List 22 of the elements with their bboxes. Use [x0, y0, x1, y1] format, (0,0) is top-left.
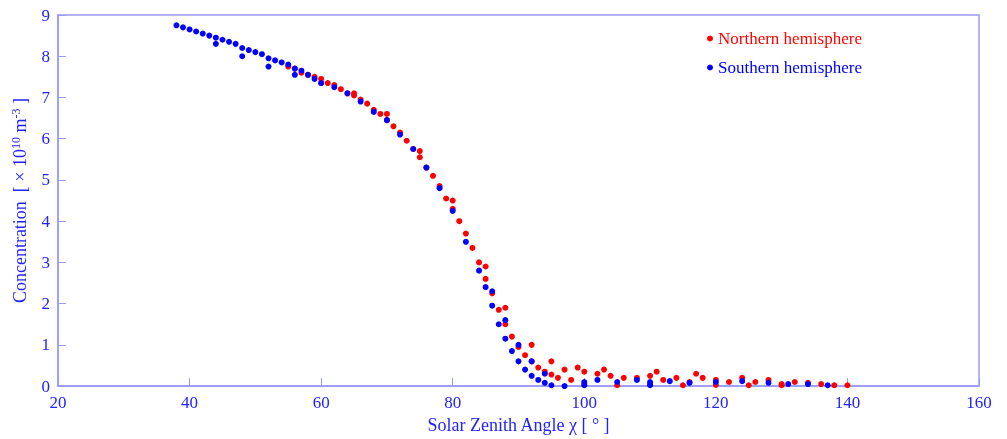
x-tick-label: 20 — [49, 393, 67, 413]
x-tick-label: 160 — [966, 393, 992, 413]
x-tick-label: 80 — [444, 393, 462, 413]
legend-label: Southern hemisphere — [718, 58, 863, 77]
y-tick-label: 9 — [41, 5, 50, 25]
x-tick-label: 100 — [571, 393, 598, 413]
y-tick-label: 8 — [41, 46, 50, 66]
y-tick-label: 0 — [41, 376, 50, 396]
y-tick-label: 1 — [41, 335, 50, 355]
y-axis-title: Concentration [ × 1010 m-3 ] — [9, 97, 30, 304]
y-tick-label: 6 — [41, 129, 50, 149]
y-tick-label: 2 — [41, 294, 50, 314]
x-tick-label: 40 — [181, 393, 199, 413]
y-tick-label: 4 — [41, 211, 51, 231]
y-tick-label: 7 — [41, 87, 51, 107]
x-axis-title: Solar Zenith Angle χ [ ° ] — [427, 415, 610, 435]
y-tick-label: 5 — [41, 170, 50, 190]
x-tick-label: 140 — [834, 393, 861, 413]
legend-label: Northern hemisphere — [718, 29, 862, 48]
x-tick-label: 60 — [312, 393, 330, 413]
y-tick-label: 3 — [41, 252, 50, 272]
x-tick-label: 120 — [703, 393, 729, 413]
